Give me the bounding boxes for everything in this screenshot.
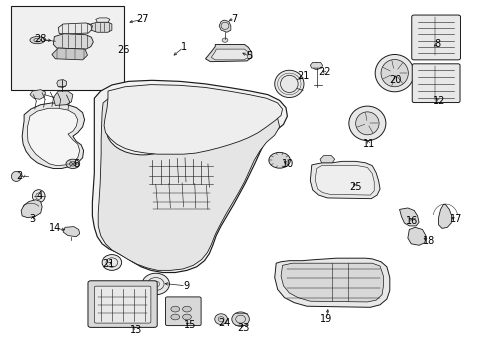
Text: 17: 17 <box>449 215 462 224</box>
Text: 16: 16 <box>405 216 417 226</box>
Polygon shape <box>274 258 389 307</box>
Ellipse shape <box>355 112 378 135</box>
Text: 24: 24 <box>217 318 230 328</box>
Ellipse shape <box>102 255 122 270</box>
Polygon shape <box>96 18 110 22</box>
Polygon shape <box>91 22 112 32</box>
Polygon shape <box>399 208 418 226</box>
Text: 10: 10 <box>282 159 294 169</box>
Polygon shape <box>52 48 87 60</box>
Text: 15: 15 <box>183 320 196 330</box>
Ellipse shape <box>106 106 179 155</box>
FancyBboxPatch shape <box>94 286 151 323</box>
Text: 1: 1 <box>180 42 186 52</box>
Ellipse shape <box>115 112 171 149</box>
Polygon shape <box>57 80 66 87</box>
Text: 7: 7 <box>231 14 237 24</box>
Ellipse shape <box>11 171 21 181</box>
Polygon shape <box>407 227 425 245</box>
Text: 5: 5 <box>246 51 252 61</box>
Ellipse shape <box>32 190 45 203</box>
Ellipse shape <box>170 314 179 320</box>
Ellipse shape <box>82 24 92 30</box>
Ellipse shape <box>182 306 191 312</box>
FancyBboxPatch shape <box>411 64 459 103</box>
Text: 3: 3 <box>29 215 35 224</box>
Polygon shape <box>315 166 373 195</box>
Polygon shape <box>53 34 93 49</box>
Polygon shape <box>63 226 80 237</box>
Polygon shape <box>30 90 45 99</box>
Text: 9: 9 <box>183 281 189 291</box>
Ellipse shape <box>348 106 385 140</box>
Polygon shape <box>104 85 282 154</box>
Ellipse shape <box>268 152 290 168</box>
Text: 14: 14 <box>49 224 61 233</box>
Ellipse shape <box>380 59 407 87</box>
Ellipse shape <box>182 314 191 320</box>
FancyBboxPatch shape <box>165 297 201 325</box>
Polygon shape <box>320 156 334 163</box>
Text: 25: 25 <box>349 182 361 192</box>
Ellipse shape <box>196 96 263 140</box>
Polygon shape <box>219 20 230 32</box>
Ellipse shape <box>222 38 227 42</box>
Text: 20: 20 <box>388 75 401 85</box>
Text: 12: 12 <box>432 96 445 106</box>
Polygon shape <box>92 80 287 273</box>
Ellipse shape <box>204 102 255 135</box>
Ellipse shape <box>312 62 320 69</box>
Polygon shape <box>27 108 80 166</box>
Polygon shape <box>53 91 73 105</box>
Text: 8: 8 <box>433 39 439 49</box>
Ellipse shape <box>142 273 169 295</box>
Text: 18: 18 <box>422 236 434 246</box>
Polygon shape <box>211 49 247 60</box>
Polygon shape <box>21 200 42 218</box>
Ellipse shape <box>374 54 413 92</box>
Polygon shape <box>281 263 383 302</box>
Ellipse shape <box>30 37 44 44</box>
Bar <box>11 6 123 90</box>
Text: 26: 26 <box>117 45 129 55</box>
FancyBboxPatch shape <box>411 15 460 60</box>
Polygon shape <box>205 44 251 62</box>
Text: 27: 27 <box>136 14 148 24</box>
Ellipse shape <box>231 312 249 326</box>
Text: 4: 4 <box>37 191 42 201</box>
Polygon shape <box>310 161 379 199</box>
Text: 11: 11 <box>362 139 374 149</box>
Polygon shape <box>58 23 92 34</box>
Text: 21: 21 <box>102 259 114 269</box>
Ellipse shape <box>66 159 80 168</box>
Text: 2: 2 <box>16 171 22 181</box>
Text: 22: 22 <box>318 67 330 77</box>
Ellipse shape <box>274 70 304 98</box>
Polygon shape <box>98 90 279 270</box>
Polygon shape <box>22 103 84 168</box>
Text: 21: 21 <box>296 71 308 81</box>
Polygon shape <box>438 204 451 228</box>
Text: 28: 28 <box>35 35 47 44</box>
Text: 13: 13 <box>130 325 142 335</box>
Ellipse shape <box>214 314 227 324</box>
Text: 23: 23 <box>237 323 249 333</box>
Text: 6: 6 <box>73 159 79 169</box>
FancyBboxPatch shape <box>88 281 157 327</box>
Polygon shape <box>310 62 322 68</box>
Text: 19: 19 <box>320 314 332 324</box>
Ellipse shape <box>170 306 179 312</box>
